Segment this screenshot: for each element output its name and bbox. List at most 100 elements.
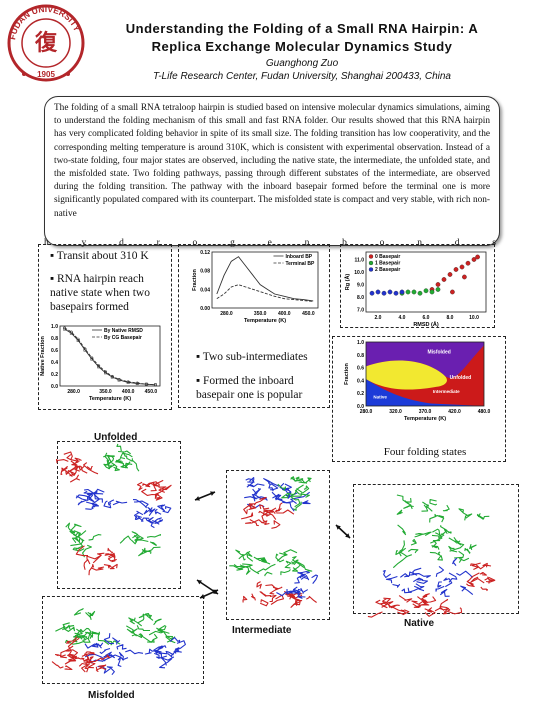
rna-strand (264, 571, 273, 577)
rna-strand (292, 564, 301, 572)
rna-strand (466, 581, 475, 587)
rna-strand (458, 508, 468, 516)
rna-strand (294, 600, 301, 606)
rna-strand (78, 662, 89, 673)
scatter-point (375, 289, 381, 295)
rna-strand (64, 639, 85, 645)
rna-strand (257, 563, 276, 573)
rna-strand (267, 482, 274, 492)
x-tick-label: 450.0 (145, 389, 158, 395)
rna-strand (443, 577, 453, 588)
overflow-letter: h (44, 238, 49, 248)
rna-strand (148, 630, 170, 636)
rna-strand (284, 560, 292, 569)
x-tick-label: 400.0 (278, 311, 291, 317)
rna-strand (154, 508, 162, 515)
rna-strand (287, 591, 296, 600)
rna-strand (147, 633, 158, 643)
rna-strand (64, 656, 77, 665)
rna-strand (259, 599, 269, 607)
y-tick-label: 0.8 (51, 336, 58, 342)
rna-strand (101, 654, 125, 662)
rna-strand (60, 645, 74, 659)
rna-strand (281, 501, 295, 512)
x-axis-label: Temperature (K) (244, 318, 286, 324)
rna-strand (240, 512, 254, 520)
data-point (63, 326, 66, 330)
rna-strand (73, 457, 82, 465)
misfolded-structure-box (42, 596, 204, 684)
x-tick-label: 450.0 (302, 311, 315, 317)
rna-strand (63, 624, 71, 630)
rna-strand (92, 494, 100, 505)
affiliation: T-Life Research Center, Fudan University… (153, 71, 451, 82)
rna-strand (148, 507, 156, 517)
region-label: Misfolded (427, 350, 450, 356)
scatter-point (450, 289, 455, 295)
rna-strand (174, 640, 186, 652)
y-tick-label: 0.6 (51, 348, 58, 354)
rna-strand (392, 606, 406, 615)
rna-strand (74, 656, 85, 660)
scatter-point (405, 289, 411, 295)
intermediate-region (366, 360, 447, 390)
legend-label: Inboard BP (285, 254, 312, 260)
x-tick-label: 280.0 (67, 389, 80, 395)
rna-strand (405, 498, 413, 510)
arrow-head (210, 491, 215, 496)
four-states-caption: Four folding states (383, 446, 467, 458)
rna-strand (107, 553, 117, 562)
author: Guanghong Zuo (265, 58, 339, 69)
rna-strand (302, 485, 310, 494)
rna-strand (276, 509, 295, 515)
rna-strand (119, 452, 133, 460)
rna-strand (69, 530, 79, 536)
rna-strand (146, 534, 162, 538)
rna-strand (169, 637, 181, 644)
rna-strand (448, 545, 458, 553)
rna-strand (160, 650, 174, 656)
rna-strand (154, 491, 162, 499)
x-tick-label: 480.0 (478, 409, 491, 415)
arrow-head (195, 496, 200, 501)
four-states-panel (332, 336, 506, 462)
rna-strand (396, 509, 403, 515)
unfolded-structure-box (57, 441, 181, 589)
rna-strand (137, 516, 150, 522)
overflow-letter: o (192, 238, 198, 248)
rna-strand (122, 451, 133, 462)
rna-strand (137, 613, 145, 624)
y-tick-label: 0.0 (357, 404, 364, 410)
overflow-letter: d (454, 238, 460, 248)
rna-strand (136, 625, 150, 632)
rna-strand (111, 462, 120, 472)
rna-strand (439, 598, 449, 611)
rna-strand (263, 507, 277, 514)
rna-strand (386, 601, 396, 608)
rna-strand (89, 631, 99, 638)
rna-strand (88, 534, 102, 541)
rna-strand (413, 577, 424, 583)
rna-strand (375, 599, 388, 606)
x-tick-label: 320.0 (389, 409, 402, 415)
y-tick-label: 0.08 (200, 269, 210, 275)
rna-strand (311, 574, 319, 584)
scatter-point (393, 290, 399, 296)
rna-strand (246, 551, 254, 562)
x-axis-label: RMSD (Å) (413, 321, 439, 328)
scatter-point (417, 290, 423, 296)
rna-structure-renderings (51, 443, 496, 676)
legend-label: Terminal BP (285, 261, 314, 267)
rna-strand (149, 541, 157, 546)
y-tick-label: 0.6 (357, 366, 364, 372)
rna-strand (300, 575, 310, 581)
rna-strand (75, 538, 84, 550)
data-point (104, 370, 107, 374)
x-tick-label: 4.0 (399, 315, 406, 321)
rna-strand (479, 571, 487, 576)
rna-strand (82, 544, 92, 558)
x-tick-label: 2.0 (375, 315, 382, 321)
rna-strand (285, 592, 303, 599)
rna-strand (482, 562, 492, 568)
rna-strand (294, 573, 306, 584)
